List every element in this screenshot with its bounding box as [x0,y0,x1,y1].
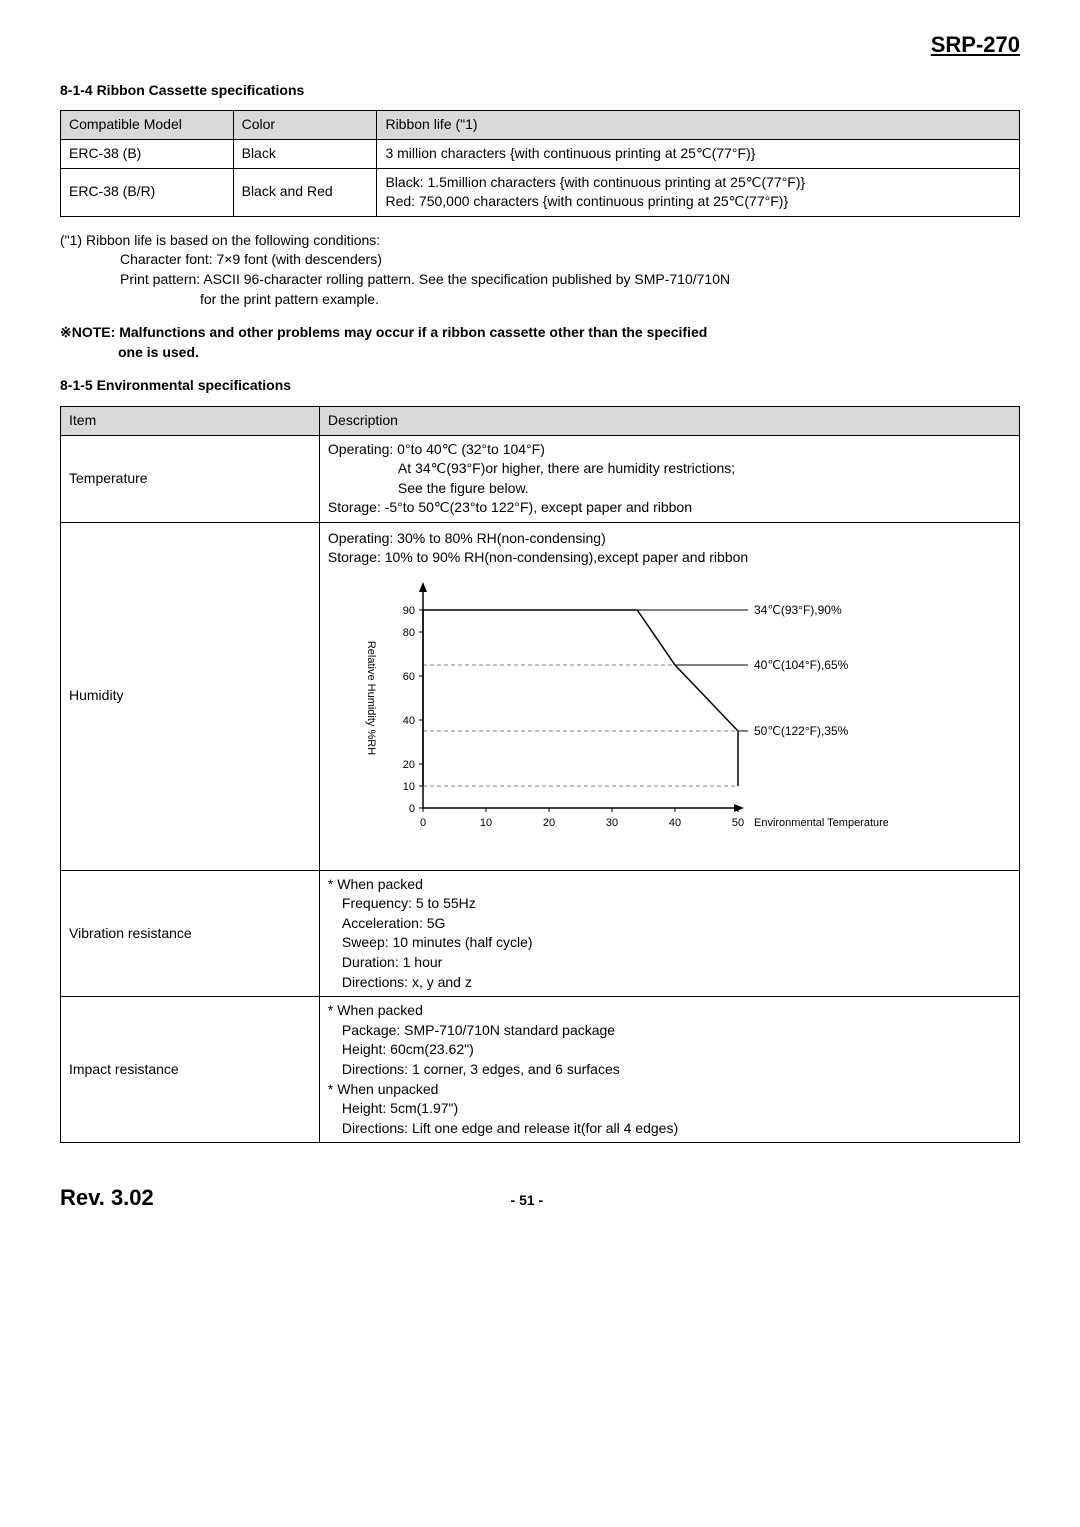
desc-line: Frequency: 5 to 55Hz [328,894,1011,914]
cell-model: ERC-38 (B/R) [61,168,234,216]
svg-text:40: 40 [403,715,415,727]
desc-line: Directions: x, y and z [328,973,1011,993]
svg-text:30: 30 [606,817,618,829]
item-desc: Operating: 0°to 40℃ (32°to 104°F) At 34℃… [319,435,1019,522]
table-row: ERC-38 (B) Black 3 million characters {w… [61,139,1020,168]
row-impact: Impact resistance * When packed Package:… [61,997,1020,1143]
desc-line: See the figure below. [328,479,1011,499]
note-line: Print pattern: ASCII 96-character rollin… [60,270,1020,290]
row-vibration: Vibration resistance * When packed Frequ… [61,870,1020,997]
col-color: Color [233,111,377,140]
life-red: Red: 750,000 characters {with continuous… [385,192,1011,212]
desc-line: Operating: 30% to 80% RH(non-condensing) [328,529,1011,549]
svg-text:50: 50 [732,817,744,829]
desc-line: * When unpacked [328,1080,1011,1100]
row-temperature: Temperature Operating: 0°to 40℃ (32°to 1… [61,435,1020,522]
desc-line: Sweep: 10 minutes (half cycle) [328,933,1011,953]
note-line: Malfunctions and other problems may occu… [119,324,707,340]
item-desc: * When packed Frequency: 5 to 55Hz Accel… [319,870,1019,997]
svg-text:20: 20 [403,759,415,771]
note-line: for the print pattern example. [60,290,1020,310]
note-line: Character font: 7×9 font (with descender… [60,250,1020,270]
life-black: Black: 1.5million characters {with conti… [385,173,1011,193]
table-row: ERC-38 (B/R) Black and Red Black: 1.5mil… [61,168,1020,216]
ribbon-table: Compatible Model Color Ribbon life ("1) … [60,110,1020,216]
desc-line: At 34℃(93°F)or higher, there are humidit… [328,459,1011,479]
page-header: SRP-270 [60,30,1020,61]
desc-line: Directions: 1 corner, 3 edges, and 6 sur… [328,1060,1011,1080]
note-line: ("1) Ribbon life is based on the followi… [60,231,1020,251]
svg-text:34℃(93°F),90%: 34℃(93°F),90% [754,603,842,617]
ribbon-section-title: 8-1-4 Ribbon Cassette specifications [60,81,1020,101]
svg-text:0: 0 [420,817,426,829]
page-footer: Rev. 3.02 - 51 - [60,1183,1020,1214]
desc-line: Duration: 1 hour [328,953,1011,973]
col-item: Item [61,406,320,435]
svg-text:40: 40 [669,817,681,829]
env-table: Item Description Temperature Operating: … [60,406,1020,1143]
cell-color: Black [233,139,377,168]
cell-life: Black: 1.5million characters {with conti… [377,168,1020,216]
svg-text:0: 0 [409,803,415,815]
item-label: Temperature [61,435,320,522]
cell-model: ERC-38 (B) [61,139,234,168]
table-header-row: Item Description [61,406,1020,435]
desc-line: Directions: Lift one edge and release it… [328,1119,1011,1139]
desc-line: * When packed [328,1001,1011,1021]
cell-color: Black and Red [233,168,377,216]
row-humidity: Humidity Operating: 30% to 80% RH(non-co… [61,522,1020,870]
svg-text:90: 90 [403,605,415,617]
svg-text:20: 20 [543,817,555,829]
item-label: Impact resistance [61,997,320,1143]
desc-line: * When packed [328,875,1011,895]
svg-text:60: 60 [403,671,415,683]
item-desc: * When packed Package: SMP-710/710N stan… [319,997,1019,1143]
note-line: one is used. [60,343,199,363]
footer-rev: Rev. 3.02 [60,1183,154,1214]
ribbon-note2: ※NOTE: Malfunctions and other problems m… [60,323,1020,362]
desc-line: Acceleration: 5G [328,914,1011,934]
col-desc: Description [319,406,1019,435]
svg-text:10: 10 [480,817,492,829]
desc-line: Storage: 10% to 90% RH(non-condensing),e… [328,548,1011,568]
ribbon-note1: ("1) Ribbon life is based on the followi… [60,231,1020,309]
svg-text:50℃(122°F),35%: 50℃(122°F),35% [754,724,849,738]
humidity-chart: 0 10 20 40 60 80 90 0 10 20 30 40 50 34℃(93°F),90% 40℃… [328,568,1011,864]
desc-line: Storage: -5°to 50℃(23°to 122°F), except … [328,498,1011,518]
svg-text:10: 10 [403,781,415,793]
item-desc: Operating: 30% to 80% RH(non-condensing)… [319,522,1019,870]
svg-text:Environmental Temperature: Environmental Temperature [754,817,888,829]
cell-life: 3 million characters {with continuous pr… [377,139,1020,168]
note-prefix: ※NOTE: [60,324,115,340]
desc-line: Operating: 0°to 40℃ (32°to 104°F) [328,440,1011,460]
footer-page: - 51 - [511,1191,544,1211]
col-life: Ribbon life ("1) [377,111,1020,140]
desc-line: Package: SMP-710/710N standard package [328,1021,1011,1041]
table-header-row: Compatible Model Color Ribbon life ("1) [61,111,1020,140]
col-model: Compatible Model [61,111,234,140]
desc-line: Height: 60cm(23.62") [328,1040,1011,1060]
svg-text:40℃(104°F),65%: 40℃(104°F),65% [754,658,849,672]
desc-line: Height: 5cm(1.97") [328,1099,1011,1119]
item-label: Vibration resistance [61,870,320,997]
env-section-title: 8-1-5 Environmental specifications [60,376,1020,396]
svg-text:Relative Humidity %RH: Relative Humidity %RH [365,641,377,755]
item-label: Humidity [61,522,320,870]
svg-text:80: 80 [403,627,415,639]
